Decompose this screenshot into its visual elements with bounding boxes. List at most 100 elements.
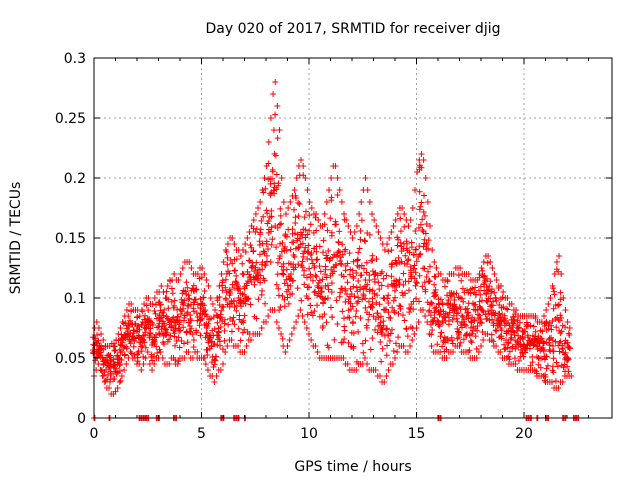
data-point <box>149 319 156 326</box>
data-point <box>269 236 276 243</box>
data-point <box>135 334 142 341</box>
data-point <box>327 215 334 222</box>
data-point <box>230 297 237 304</box>
data-point <box>221 327 228 334</box>
data-point <box>374 292 381 299</box>
data-point <box>166 361 173 367</box>
data-point <box>395 236 402 243</box>
data-point <box>553 324 560 331</box>
data-point <box>335 239 342 246</box>
data-point <box>506 348 513 355</box>
data-point <box>313 211 320 217</box>
data-point <box>200 294 207 301</box>
data-point <box>320 249 327 256</box>
data-point <box>539 328 546 335</box>
data-point <box>366 231 373 238</box>
data-point <box>387 330 394 337</box>
data-point <box>489 298 496 305</box>
data-point <box>238 303 245 310</box>
data-point <box>384 241 391 247</box>
data-point <box>303 325 310 331</box>
data-point <box>156 346 163 353</box>
data-point <box>161 340 168 347</box>
data-point <box>419 307 426 313</box>
data-point <box>420 157 427 163</box>
data-point <box>267 115 274 121</box>
data-point <box>250 247 257 254</box>
data-point <box>331 336 338 343</box>
data-point <box>277 205 284 212</box>
y-tick-label: 0.05 <box>55 351 86 367</box>
data-point <box>253 275 260 282</box>
data-point <box>244 296 251 303</box>
data-point <box>427 312 434 319</box>
data-point <box>344 361 351 367</box>
data-point <box>146 325 153 332</box>
data-point <box>224 254 231 261</box>
data-point <box>427 223 434 229</box>
data-point <box>222 276 229 283</box>
data-point <box>262 300 269 307</box>
data-point <box>476 271 483 277</box>
data-point <box>140 337 147 344</box>
data-point <box>458 295 465 302</box>
data-point <box>224 343 231 349</box>
data-point <box>110 340 117 347</box>
data-point <box>452 305 459 312</box>
data-point <box>500 316 507 323</box>
data-point <box>93 319 100 325</box>
data-point <box>362 304 369 311</box>
data-point <box>361 237 368 244</box>
data-point <box>399 289 406 296</box>
data-point <box>423 241 430 248</box>
data-point <box>418 199 425 206</box>
data-point <box>244 278 251 285</box>
data-point <box>485 253 492 259</box>
data-point <box>168 298 175 305</box>
data-point <box>497 318 504 325</box>
data-point <box>557 289 564 296</box>
data-point <box>438 329 445 336</box>
data-point <box>460 298 467 305</box>
x-tick-label: 15 <box>408 426 426 442</box>
data-point <box>345 296 352 303</box>
data-point <box>455 330 462 337</box>
data-point <box>371 290 378 297</box>
data-point <box>238 318 245 325</box>
data-point <box>376 373 383 379</box>
data-point <box>231 321 238 328</box>
data-point <box>407 343 414 349</box>
data-point <box>207 295 214 301</box>
data-point <box>385 309 392 316</box>
data-point <box>159 355 166 361</box>
data-point <box>524 334 531 341</box>
data-point <box>565 344 572 351</box>
data-point <box>522 349 529 356</box>
data-point <box>477 316 484 323</box>
data-points <box>90 79 582 421</box>
data-point <box>99 354 106 361</box>
data-point <box>413 279 420 286</box>
data-point <box>262 262 269 269</box>
data-point <box>292 230 299 237</box>
data-point <box>445 321 452 328</box>
data-point <box>153 343 160 350</box>
data-point <box>138 367 145 373</box>
data-point <box>542 373 549 380</box>
data-point <box>325 286 332 293</box>
data-point <box>362 175 369 181</box>
data-point <box>257 226 264 233</box>
data-point <box>510 328 517 335</box>
data-point <box>391 287 398 294</box>
data-point <box>362 238 369 245</box>
data-point <box>271 190 278 197</box>
data-point <box>413 280 420 287</box>
data-point <box>432 273 439 280</box>
data-point <box>241 349 248 355</box>
data-point <box>428 299 435 306</box>
data-point <box>544 362 551 369</box>
data-point <box>257 231 264 238</box>
data-point <box>301 281 308 288</box>
data-point <box>263 319 269 325</box>
data-point <box>402 290 409 297</box>
